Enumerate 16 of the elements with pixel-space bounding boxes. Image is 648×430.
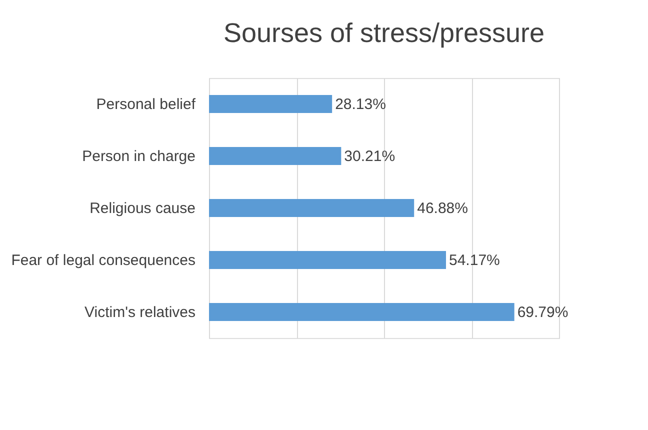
y-tick-label: Victim's relatives — [84, 304, 196, 321]
data-label: 30.21% — [344, 148, 396, 165]
chart-title: Sourses of stress/pressure — [223, 18, 545, 48]
data-label: 46.88% — [417, 200, 468, 217]
bar — [209, 147, 342, 165]
bar — [209, 199, 414, 217]
data-label: 54.17% — [448, 252, 500, 269]
bar — [209, 303, 514, 321]
y-tick-label: Personal belief — [96, 96, 196, 113]
y-tick-label: Person in charge — [82, 148, 196, 165]
y-tick-label: Fear of legal consequences — [11, 252, 196, 269]
data-label: 28.13% — [335, 96, 386, 113]
bar — [209, 251, 446, 269]
y-tick-label: Religious cause — [90, 200, 196, 217]
data-label: 69.79% — [517, 304, 568, 321]
bar — [209, 95, 332, 113]
